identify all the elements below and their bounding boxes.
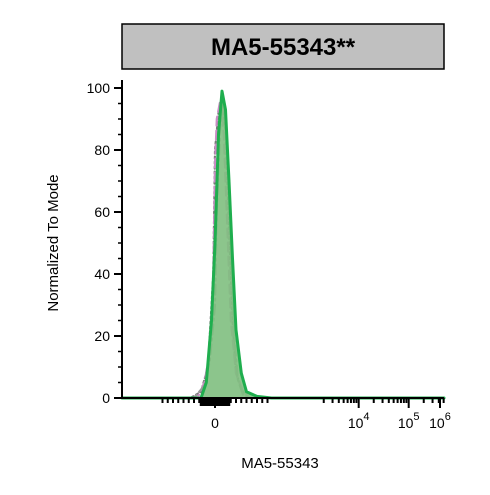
series-3-area (122, 91, 444, 398)
y-tick-label-2: 40 (94, 266, 110, 282)
x-axis-label: MA5-55343 (241, 455, 319, 472)
x-tick-label-0: 0 (211, 415, 219, 431)
x-tick-label-1: 104 (348, 411, 370, 431)
series-1-line (120, 99, 446, 400)
y-tick-label-0: 0 (102, 390, 110, 406)
series-layer (120, 89, 446, 400)
x-tick-label-2: 105 (398, 411, 420, 431)
title-box (121, 23, 445, 70)
y-tick-label-5: 100 (87, 80, 111, 96)
series-0-line (120, 102, 446, 400)
axes-layer: 0 20 40 60 80 100 0 104 105 106 (87, 80, 451, 431)
chart-title: MA5-55343** (211, 34, 356, 61)
x-tick-label-3: 106 (429, 411, 451, 431)
y-tick-label-4: 80 (94, 142, 110, 158)
y-axis-label: Normalized To Mode (45, 174, 62, 311)
series-3-line (120, 89, 446, 400)
y-tick-label-3: 60 (94, 204, 110, 220)
series-2-line (120, 99, 446, 400)
y-tick-label-1: 20 (94, 328, 110, 344)
